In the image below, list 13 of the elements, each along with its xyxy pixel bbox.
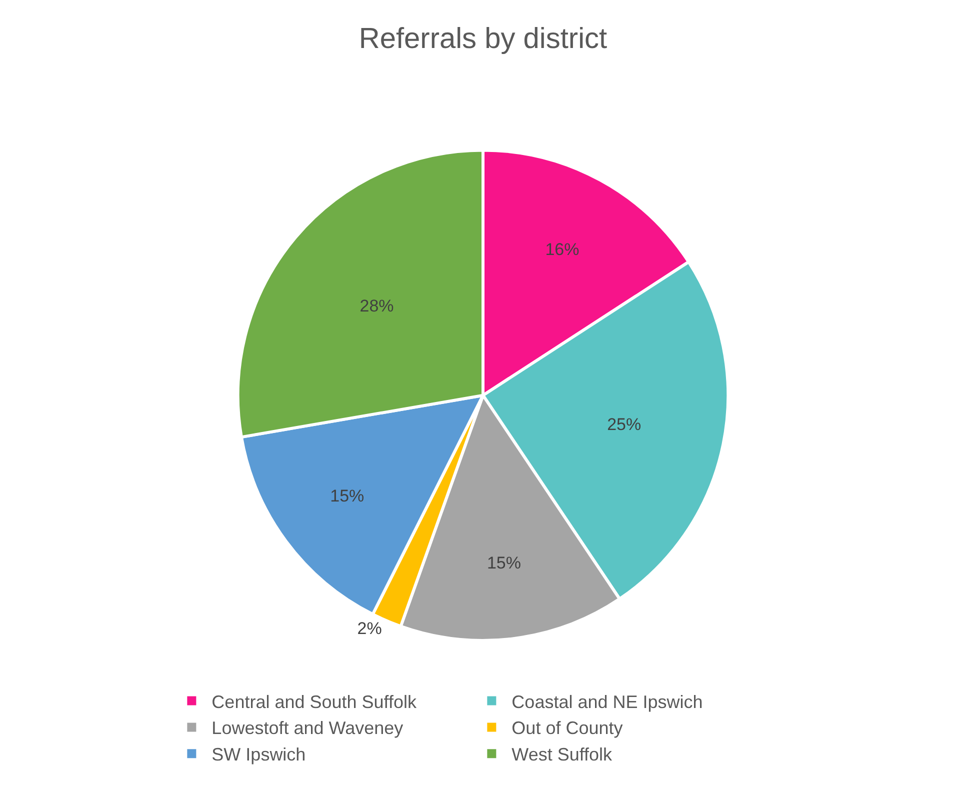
- legend-label: Central and South Suffolk: [212, 692, 418, 712]
- legend-label: SW Ipswich: [212, 744, 306, 765]
- data-label: 25%: [607, 414, 642, 434]
- data-label: 16%: [545, 240, 580, 260]
- legend-label: Lowestoft and Waveney: [212, 718, 404, 738]
- data-label: 15%: [486, 554, 521, 573]
- chart-title: Referrals by district: [358, 23, 608, 56]
- legend-label: Coastal and NE Ipswich: [512, 692, 703, 712]
- data-label: 2%: [357, 619, 382, 638]
- data-label: 15%: [330, 486, 364, 506]
- data-label: 28%: [360, 296, 394, 316]
- legend-label: Out of County: [512, 718, 623, 738]
- legend-label: West Suffolk: [512, 744, 614, 765]
